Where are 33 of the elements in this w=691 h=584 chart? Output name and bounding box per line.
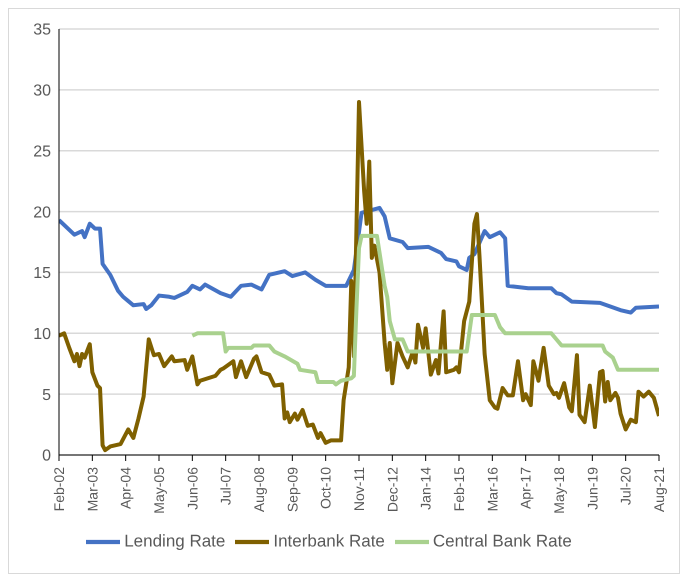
line-series	[59, 206, 659, 315]
y-tick-label: 30	[33, 82, 52, 100]
y-tick-label: 35	[33, 22, 52, 39]
x-tick-label: Dec-12	[384, 466, 400, 512]
x-tick-label: Jan-14	[418, 466, 434, 510]
x-tick-label: Feb-02	[51, 466, 67, 512]
x-tick-label: Apr-17	[518, 466, 534, 510]
x-tick-label: Jul-20	[618, 466, 634, 506]
x-tick-label: Mar-16	[484, 466, 500, 512]
y-tick-label: 0	[42, 448, 52, 465]
y-tick-label: 20	[33, 204, 52, 222]
x-tick-label: Jun-19	[584, 466, 600, 510]
line-series	[190, 234, 659, 386]
x-tick-label: Jul-07	[218, 466, 234, 506]
x-tick-label: Nov-11	[351, 466, 367, 512]
x-tick-label: Apr-04	[118, 466, 134, 510]
x-tick-label: Feb-15	[451, 466, 467, 512]
y-tick-label: 10	[33, 326, 52, 343]
line-series	[59, 100, 659, 452]
x-tick-label: May-18	[551, 466, 567, 514]
y-tick-label: 15	[33, 265, 52, 282]
legend-label: Lending Rate	[124, 531, 226, 550]
y-tick-label: 25	[33, 143, 52, 160]
x-tick-label: Aug-08	[251, 466, 267, 512]
y-tick-label: 5	[42, 386, 52, 404]
x-tick-label: Jun-06	[184, 466, 200, 510]
x-tick-label: May-05	[151, 466, 167, 514]
x-tick-label: Oct-10	[318, 466, 334, 510]
x-tick-label: Sep-09	[284, 466, 300, 512]
x-tick-label: Mar-03	[84, 466, 100, 512]
legend-label: Interbank Rate	[273, 531, 385, 550]
x-tick-label: Aug-21	[651, 466, 667, 512]
legend-label: Central Bank Rate	[432, 531, 572, 550]
